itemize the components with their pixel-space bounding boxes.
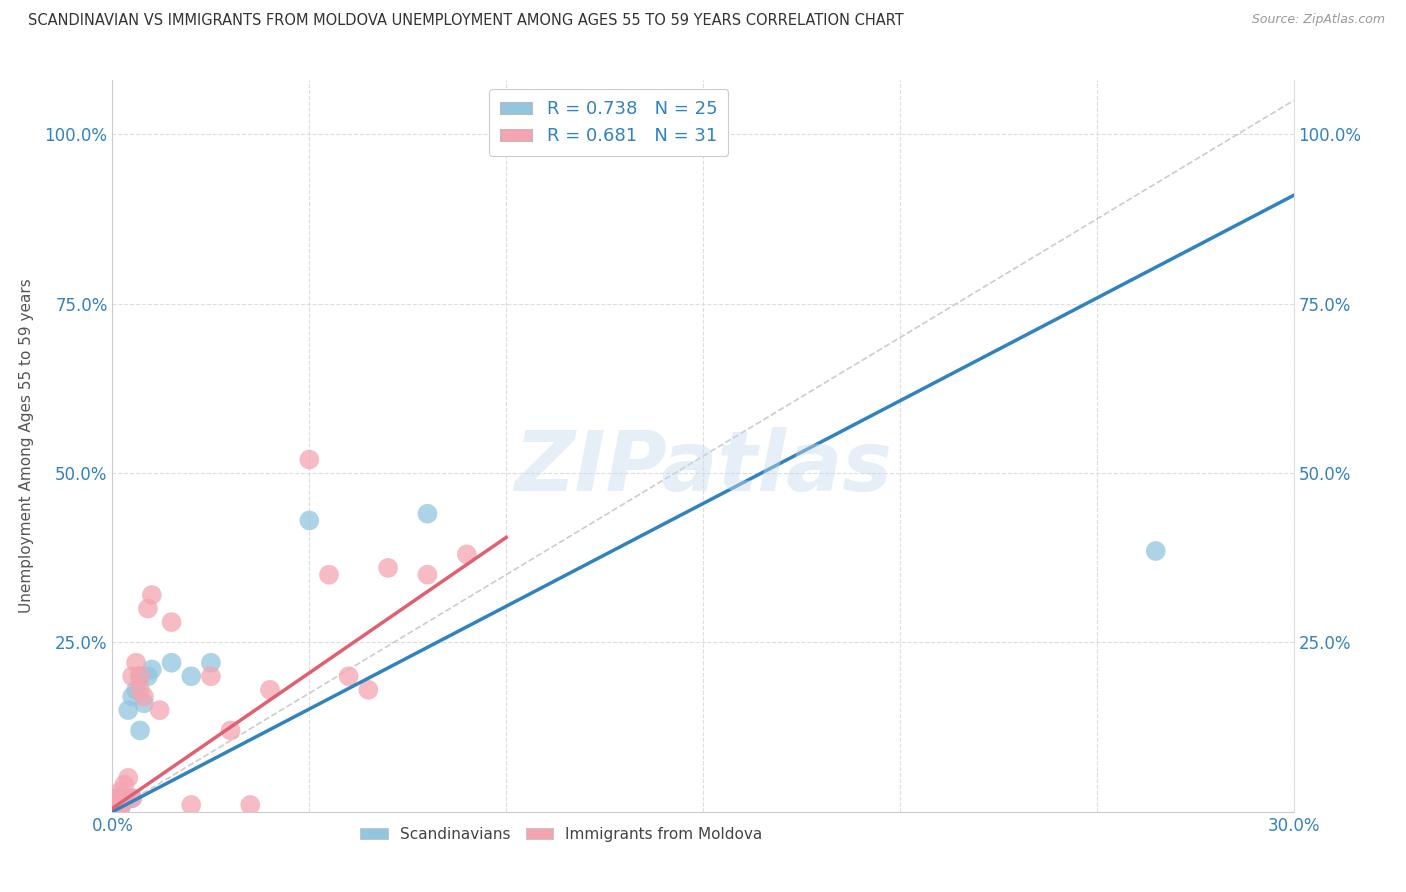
Point bbox=[129, 723, 152, 738]
Point bbox=[357, 682, 380, 697]
Point bbox=[160, 656, 183, 670]
Point bbox=[298, 452, 321, 467]
Point bbox=[416, 507, 439, 521]
Point bbox=[129, 669, 152, 683]
Point bbox=[125, 682, 148, 697]
Point bbox=[129, 682, 152, 697]
Point bbox=[110, 784, 132, 798]
Point bbox=[110, 801, 132, 815]
Point bbox=[456, 547, 478, 561]
Point bbox=[110, 801, 132, 815]
Point bbox=[141, 588, 163, 602]
Point bbox=[105, 797, 128, 812]
Point bbox=[1144, 544, 1167, 558]
Point bbox=[160, 615, 183, 629]
Point bbox=[110, 797, 132, 812]
Point bbox=[110, 797, 132, 812]
Point bbox=[132, 690, 155, 704]
Point bbox=[136, 601, 159, 615]
Text: ZIPatlas: ZIPatlas bbox=[515, 427, 891, 508]
Point bbox=[298, 514, 321, 528]
Point bbox=[495, 128, 517, 142]
Point bbox=[112, 795, 135, 809]
Point bbox=[613, 120, 636, 135]
Point bbox=[117, 703, 139, 717]
Point bbox=[105, 801, 128, 815]
Point bbox=[105, 801, 128, 815]
Point bbox=[377, 561, 399, 575]
Point bbox=[141, 663, 163, 677]
Point bbox=[149, 703, 172, 717]
Point bbox=[112, 778, 135, 792]
Point bbox=[105, 791, 128, 805]
Point bbox=[110, 791, 132, 805]
Legend: Scandinavians, Immigrants from Moldova: Scandinavians, Immigrants from Moldova bbox=[354, 821, 769, 848]
Point bbox=[121, 669, 143, 683]
Point bbox=[239, 797, 262, 812]
Point bbox=[180, 669, 202, 683]
Point bbox=[105, 797, 128, 812]
Point bbox=[200, 656, 222, 670]
Point bbox=[117, 771, 139, 785]
Y-axis label: Unemployment Among Ages 55 to 59 years: Unemployment Among Ages 55 to 59 years bbox=[18, 278, 34, 614]
Point bbox=[121, 791, 143, 805]
Point bbox=[121, 690, 143, 704]
Point bbox=[112, 791, 135, 805]
Text: SCANDINAVIAN VS IMMIGRANTS FROM MOLDOVA UNEMPLOYMENT AMONG AGES 55 TO 59 YEARS C: SCANDINAVIAN VS IMMIGRANTS FROM MOLDOVA … bbox=[28, 13, 904, 29]
Point bbox=[129, 669, 152, 683]
Point bbox=[136, 669, 159, 683]
Point bbox=[121, 791, 143, 805]
Point bbox=[112, 791, 135, 805]
Point bbox=[318, 567, 340, 582]
Point bbox=[416, 567, 439, 582]
Point bbox=[105, 791, 128, 805]
Point bbox=[180, 797, 202, 812]
Text: Source: ZipAtlas.com: Source: ZipAtlas.com bbox=[1251, 13, 1385, 27]
Point bbox=[200, 669, 222, 683]
Point bbox=[259, 682, 281, 697]
Point bbox=[219, 723, 242, 738]
Point bbox=[337, 669, 360, 683]
Point bbox=[125, 656, 148, 670]
Point bbox=[132, 697, 155, 711]
